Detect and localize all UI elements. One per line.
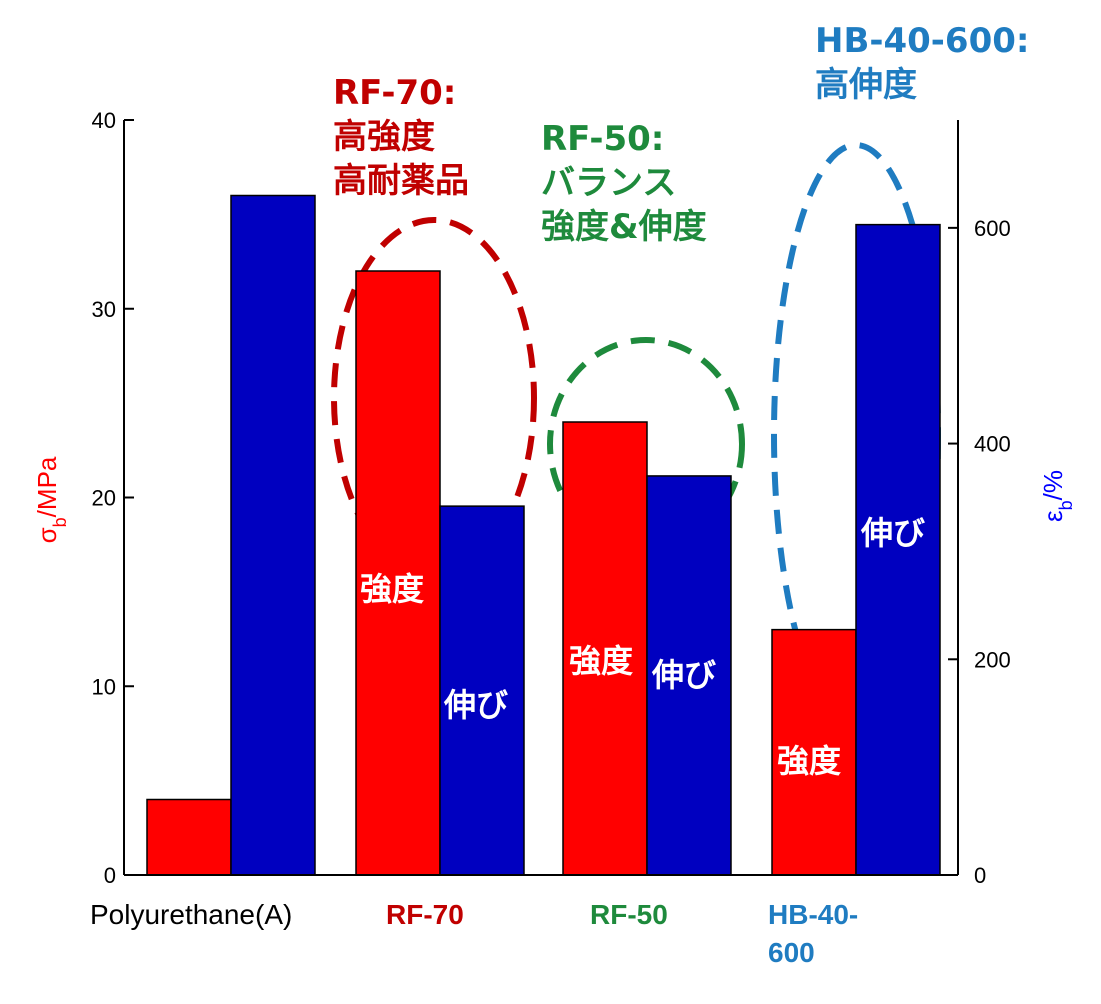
bar-elongation-0 <box>230 194 316 876</box>
bar-label-0: 強度 <box>360 570 424 608</box>
bar-label-4: 強度 <box>777 742 841 780</box>
category-labels: Polyurethane(A) RF-70 RF-50 HB-40-600 <box>90 899 858 968</box>
category-label-2: RF-50 <box>590 899 668 930</box>
y2-axis-title: εb/% <box>1038 470 1076 522</box>
annotations: RF-70:高強度高耐薬品 RF-50:バランス強度&伸度 HB-40-600:高伸… <box>333 21 1029 247</box>
annotation-0: RF-70:高強度高耐薬品 <box>333 73 469 201</box>
y2-tick-label: 400 <box>974 432 1011 457</box>
highlight-ellipse-0 <box>331 217 537 579</box>
y-tick-label: 20 <box>92 486 116 511</box>
annotation-1: RF-50:バランス強度&伸度 <box>541 119 707 247</box>
y-tick-label: 40 <box>92 108 116 133</box>
category-label-3: HB-40-600 <box>768 899 858 968</box>
bar-label-1: 伸び <box>443 686 508 724</box>
bar-label-3: 伸び <box>651 656 716 694</box>
bar-strength-1 <box>355 270 441 876</box>
y2-tick-label: 0 <box>974 863 986 888</box>
bar-label-5: 伸び <box>860 514 925 552</box>
category-label-0: Polyurethane(A) <box>90 899 292 930</box>
y-tick-label: 0 <box>104 863 116 888</box>
y2-tick-label: 600 <box>974 216 1011 241</box>
category-label-1: RF-70 <box>386 899 464 930</box>
y2-tick-label: 200 <box>974 647 1011 672</box>
bar-elongation-3 <box>855 223 941 876</box>
y-axis-title: σb/MPa <box>32 456 70 543</box>
bar-label-2: 強度 <box>569 642 633 680</box>
y-tick-label: 30 <box>92 297 116 322</box>
y-tick-label: 10 <box>92 674 116 699</box>
bar-strength-2 <box>562 421 648 876</box>
annotation-2: HB-40-600:高伸度 <box>815 21 1029 105</box>
bars <box>146 194 941 876</box>
bar-elongation-2 <box>646 475 732 876</box>
bar-strength-0 <box>146 798 232 876</box>
